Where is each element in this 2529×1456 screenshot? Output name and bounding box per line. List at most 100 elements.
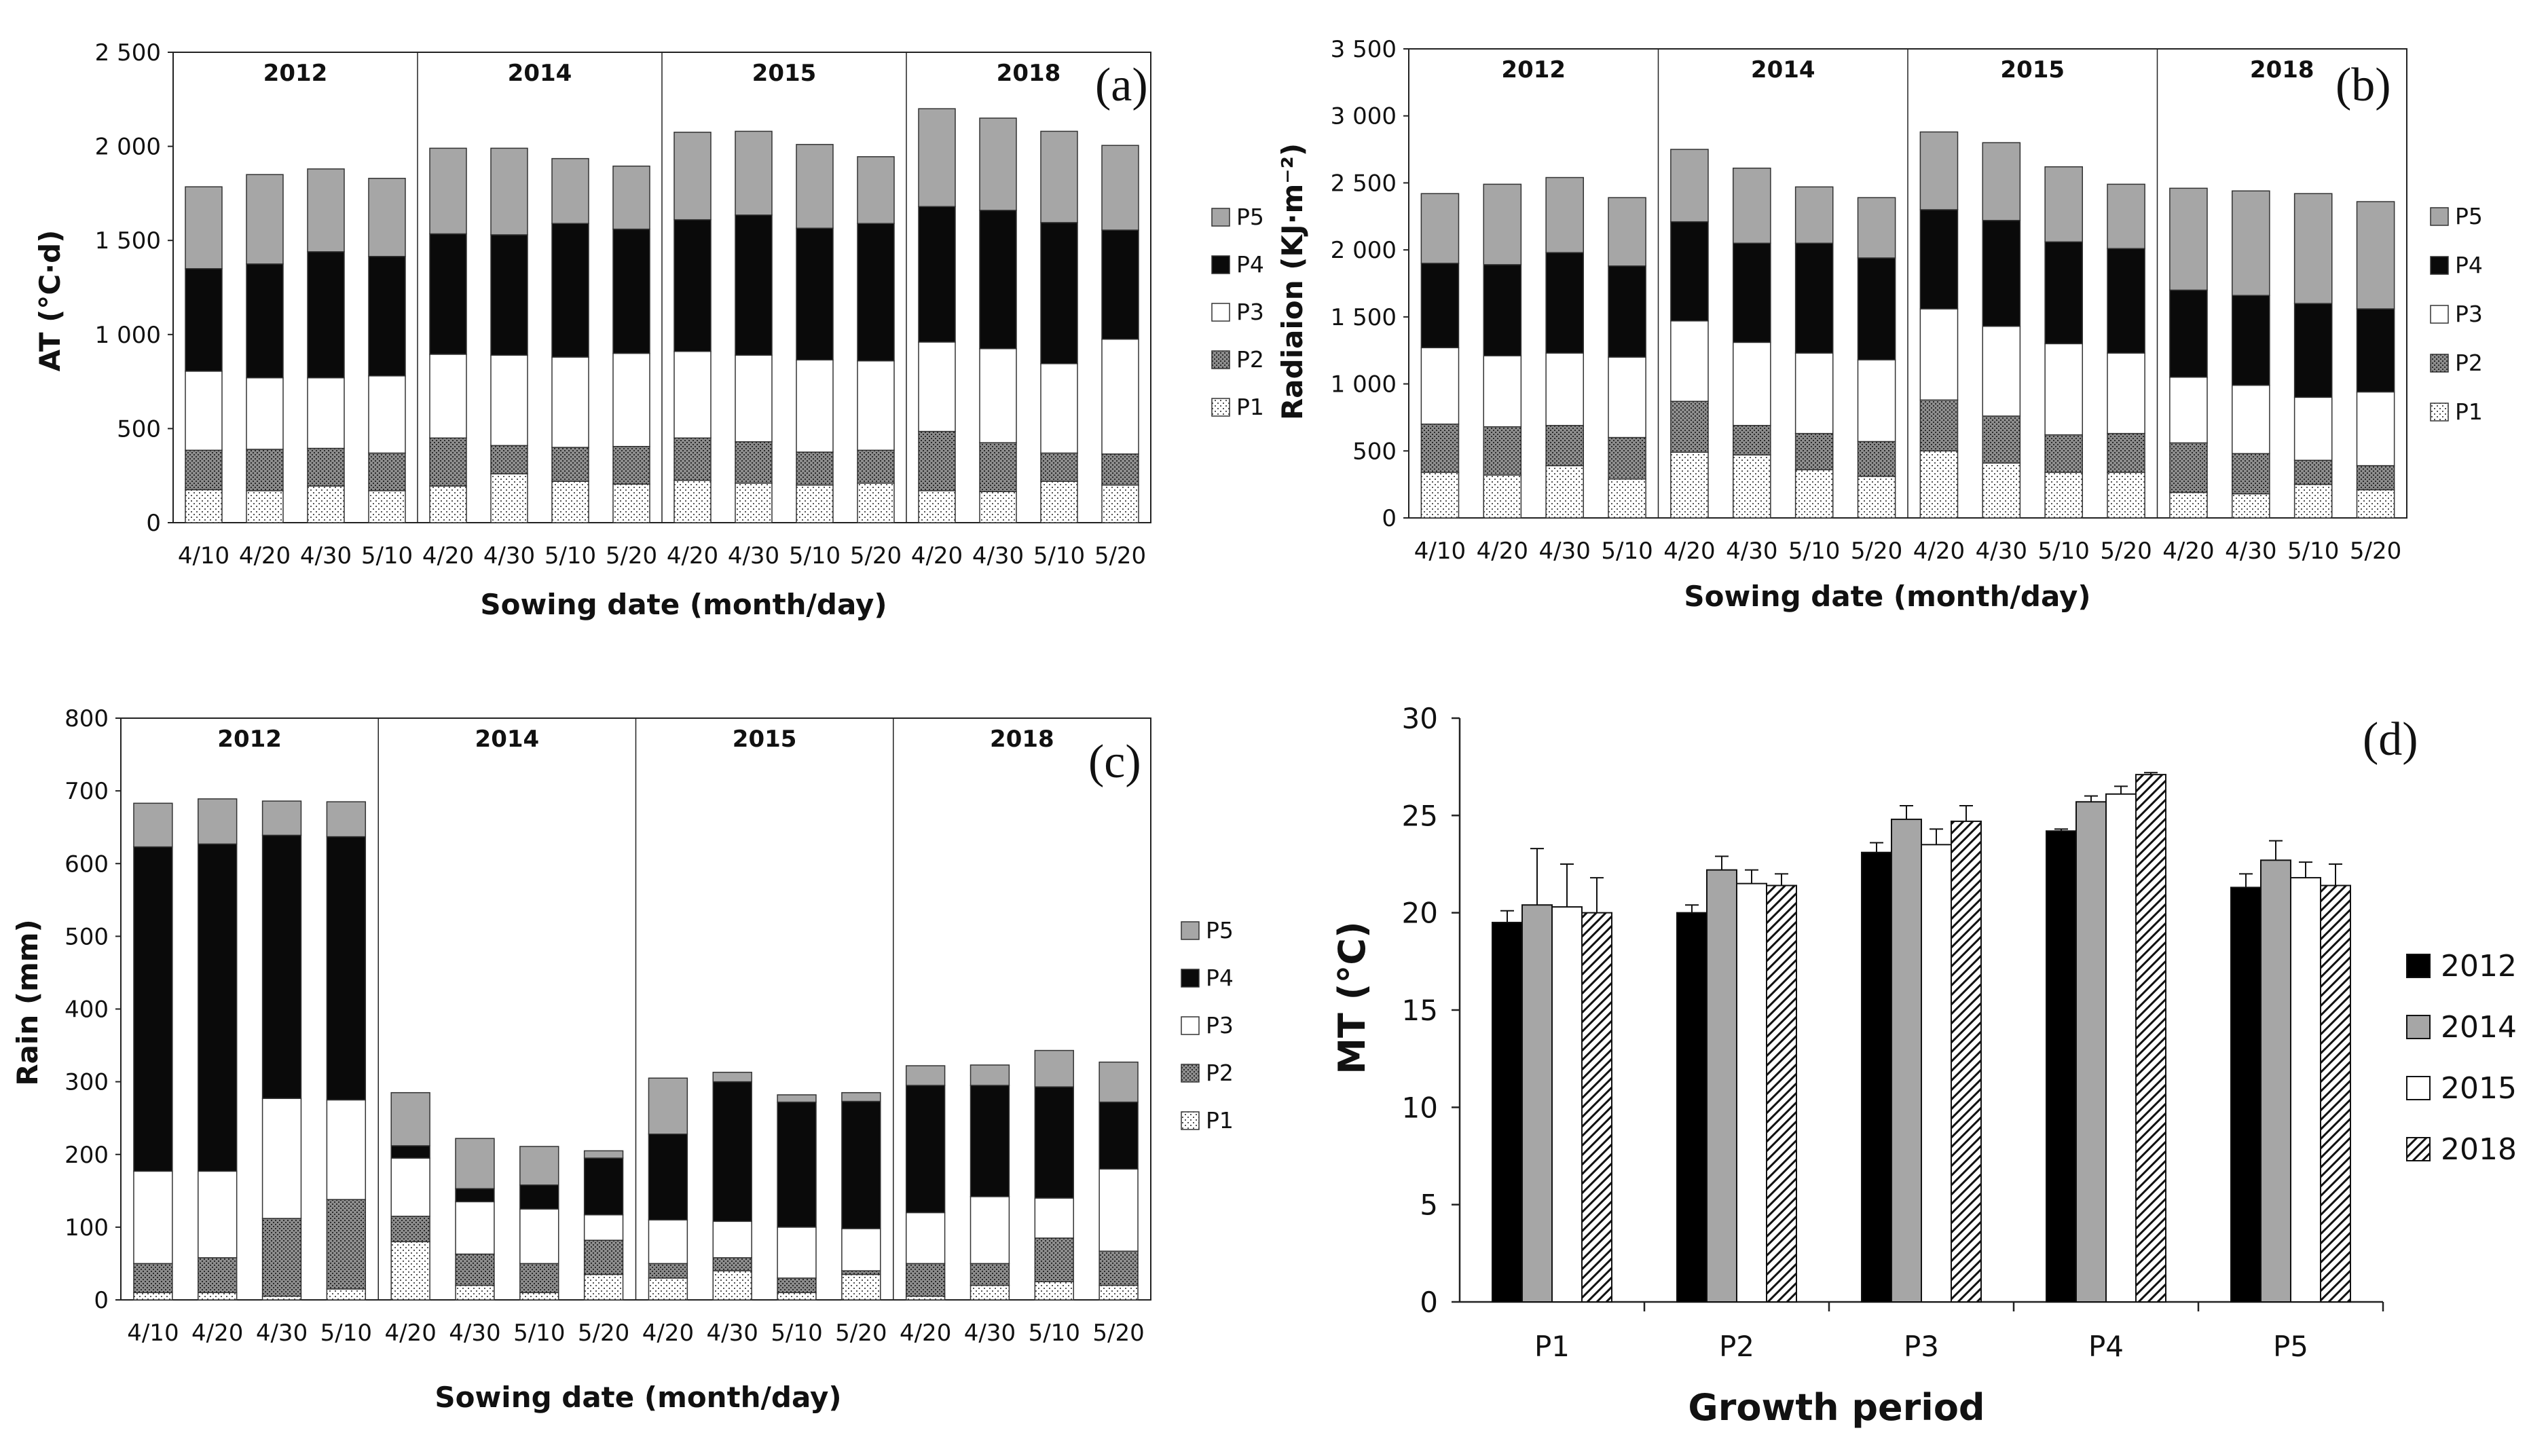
- panel-a-x-tick-label: 4/30: [483, 542, 535, 570]
- panel-d-y-tick-label: 15: [1402, 994, 1438, 1027]
- panel-c-bar-P3: [1034, 1197, 1074, 1239]
- panel-b-bar-P4: [2356, 308, 2395, 393]
- panel-a-bar-P3: [1040, 363, 1078, 454]
- panel-b-bar-P4: [2044, 241, 2083, 345]
- panel-d-legend-swatch-2012: [2406, 954, 2431, 978]
- panel-c-bar-P4: [970, 1085, 1010, 1197]
- panel-c-y-tick-label: 100: [64, 1214, 109, 1242]
- panel-c-x-tick-label: 4/30: [707, 1320, 758, 1347]
- panel-a-bar-P3: [796, 359, 834, 453]
- panel-d-bar-2014: [1891, 819, 1922, 1303]
- panel-d-legend-label: 2015: [2441, 1071, 2517, 1106]
- panel-c-bar-P2: [133, 1263, 173, 1294]
- panel-c-bar-P2: [583, 1239, 624, 1275]
- panel-b-bar-P1: [1733, 454, 1771, 519]
- panel-c-x-tick-label: 4/30: [256, 1320, 308, 1347]
- panel-b-bar-P2: [1857, 441, 1896, 477]
- panel-b-bar-P5: [2044, 166, 2083, 243]
- panel-b-bar-P4: [1982, 219, 2021, 327]
- panel-b-bar-P2: [2356, 465, 2395, 491]
- panel-d-bar-2014: [1521, 904, 1553, 1303]
- panel-b-chart: (b) Radiaion (KJ·m⁻²) Sowing date (month…: [1276, 36, 2483, 613]
- panel-a-bar-P3: [490, 354, 528, 447]
- panel-b-bar-P3: [1608, 356, 1646, 438]
- panel-a-x-tick-label: 5/20: [850, 542, 902, 570]
- panel-b-legend-label: P5: [2455, 203, 2483, 229]
- panel-b-bar-P1: [1545, 465, 1584, 519]
- panel-d-bar-2018: [1951, 820, 1982, 1303]
- panel-a-bar-P4: [918, 206, 956, 343]
- panel-a-bar-P5: [796, 144, 834, 229]
- panel-c-legend-label: P1: [1206, 1107, 1234, 1134]
- panel-d-x-axis-title: Growth period: [1688, 1386, 1985, 1429]
- panel-a-x-tick-label: 4/10: [178, 542, 229, 570]
- panel-c-bar-P4: [198, 843, 238, 1172]
- panel-d-bar-2018: [2320, 884, 2351, 1303]
- panel-c-year-label: 2012: [217, 726, 282, 753]
- panel-c-year-label: 2015: [733, 726, 797, 753]
- panel-a-label: (a): [1095, 59, 1148, 111]
- panel-b-bar-P4: [1733, 242, 1771, 343]
- panel-b-bar-P5: [2293, 193, 2333, 304]
- panel-b-bar-P3: [1670, 320, 1709, 402]
- panel-b-bar-P3: [2356, 391, 2395, 466]
- panel-c-y-tick-label: 600: [64, 851, 109, 878]
- panel-c-x-tick-label: 4/20: [384, 1320, 436, 1347]
- panel-b-bar-P3: [2232, 384, 2270, 454]
- panel-b-y-tick-label: 1 500: [1331, 304, 1397, 331]
- panel-a-bar-P5: [307, 168, 345, 253]
- panel-a-bar-P4: [490, 234, 528, 356]
- panel-a-x-tick-label: 5/20: [606, 542, 657, 570]
- panel-c-bar-P2: [261, 1218, 302, 1297]
- panel-b-bar-P2: [2232, 453, 2270, 495]
- panel-b-bar-P5: [1794, 186, 1834, 244]
- panel-a-bar-P4: [735, 214, 773, 356]
- panel-a-bar-P5: [918, 108, 956, 208]
- panel-a-bar-P4: [246, 263, 284, 379]
- panel-c-bar-P2: [1034, 1237, 1074, 1282]
- panel-a-bar-P4: [673, 219, 712, 352]
- panel-a-bar-P3: [735, 354, 773, 443]
- panel-c-bar-P2: [712, 1257, 752, 1271]
- panel-c-bar-P1: [648, 1277, 688, 1301]
- panel-c-bar-P2: [390, 1216, 430, 1243]
- panel-b-bar-P1: [1794, 469, 1834, 519]
- panel-b-bar-P5: [1608, 197, 1646, 267]
- panel-a-bar-P5: [857, 156, 895, 225]
- panel-d-y-tick-label: 20: [1402, 897, 1438, 930]
- panel-b-bar-P3: [2107, 352, 2145, 434]
- panel-a-x-tick-label: 5/10: [1033, 542, 1085, 570]
- panel-a-bar-P3: [551, 356, 589, 448]
- panel-c-bar-P3: [390, 1157, 430, 1217]
- panel-b-bar-P4: [2169, 289, 2208, 378]
- panel-d-bar-2015: [1736, 882, 1767, 1303]
- panel-b-bar-P1: [1982, 462, 2021, 519]
- panel-b-bar-P1: [2356, 489, 2395, 519]
- panel-c-bar-P4: [841, 1100, 881, 1229]
- panel-b-legend-swatch-P3: [2430, 305, 2449, 324]
- panel-c-bar-P1: [841, 1273, 881, 1301]
- panel-a-bar-P3: [307, 377, 345, 449]
- panel-c-x-tick-label: 5/20: [578, 1320, 629, 1347]
- panel-c-x-tick-label: 4/30: [449, 1320, 500, 1347]
- panel-c-bar-P5: [133, 802, 173, 848]
- panel-c-bar-P3: [777, 1227, 817, 1279]
- panel-c-bar-P1: [261, 1295, 302, 1301]
- panel-c-bar-P2: [970, 1263, 1010, 1286]
- panel-d-bar-2012: [2230, 886, 2262, 1303]
- panel-c-y-axis-title: Rain (mm): [11, 919, 44, 1086]
- panel-a-bar-P4: [857, 223, 895, 362]
- panel-b-bar-P1: [1919, 450, 1959, 519]
- panel-b-year-label: 2015: [2000, 56, 2065, 83]
- panel-a-bar-P3: [979, 348, 1017, 443]
- panel-b-x-tick-label: 5/20: [2350, 538, 2401, 565]
- panel-a-bar-P3: [857, 360, 895, 451]
- panel-c-bar-P1: [133, 1292, 173, 1301]
- panel-c-x-tick-label: 4/20: [642, 1320, 694, 1347]
- panel-c-bar-P5: [777, 1094, 817, 1103]
- panel-b-bar-P5: [1420, 193, 1460, 264]
- panel-c-y-tick-label: 800: [64, 705, 109, 732]
- panel-a-bar-P1: [918, 490, 956, 523]
- panel-b-y-tick-label: 0: [1382, 505, 1397, 532]
- panel-a-bar-P4: [1101, 229, 1139, 340]
